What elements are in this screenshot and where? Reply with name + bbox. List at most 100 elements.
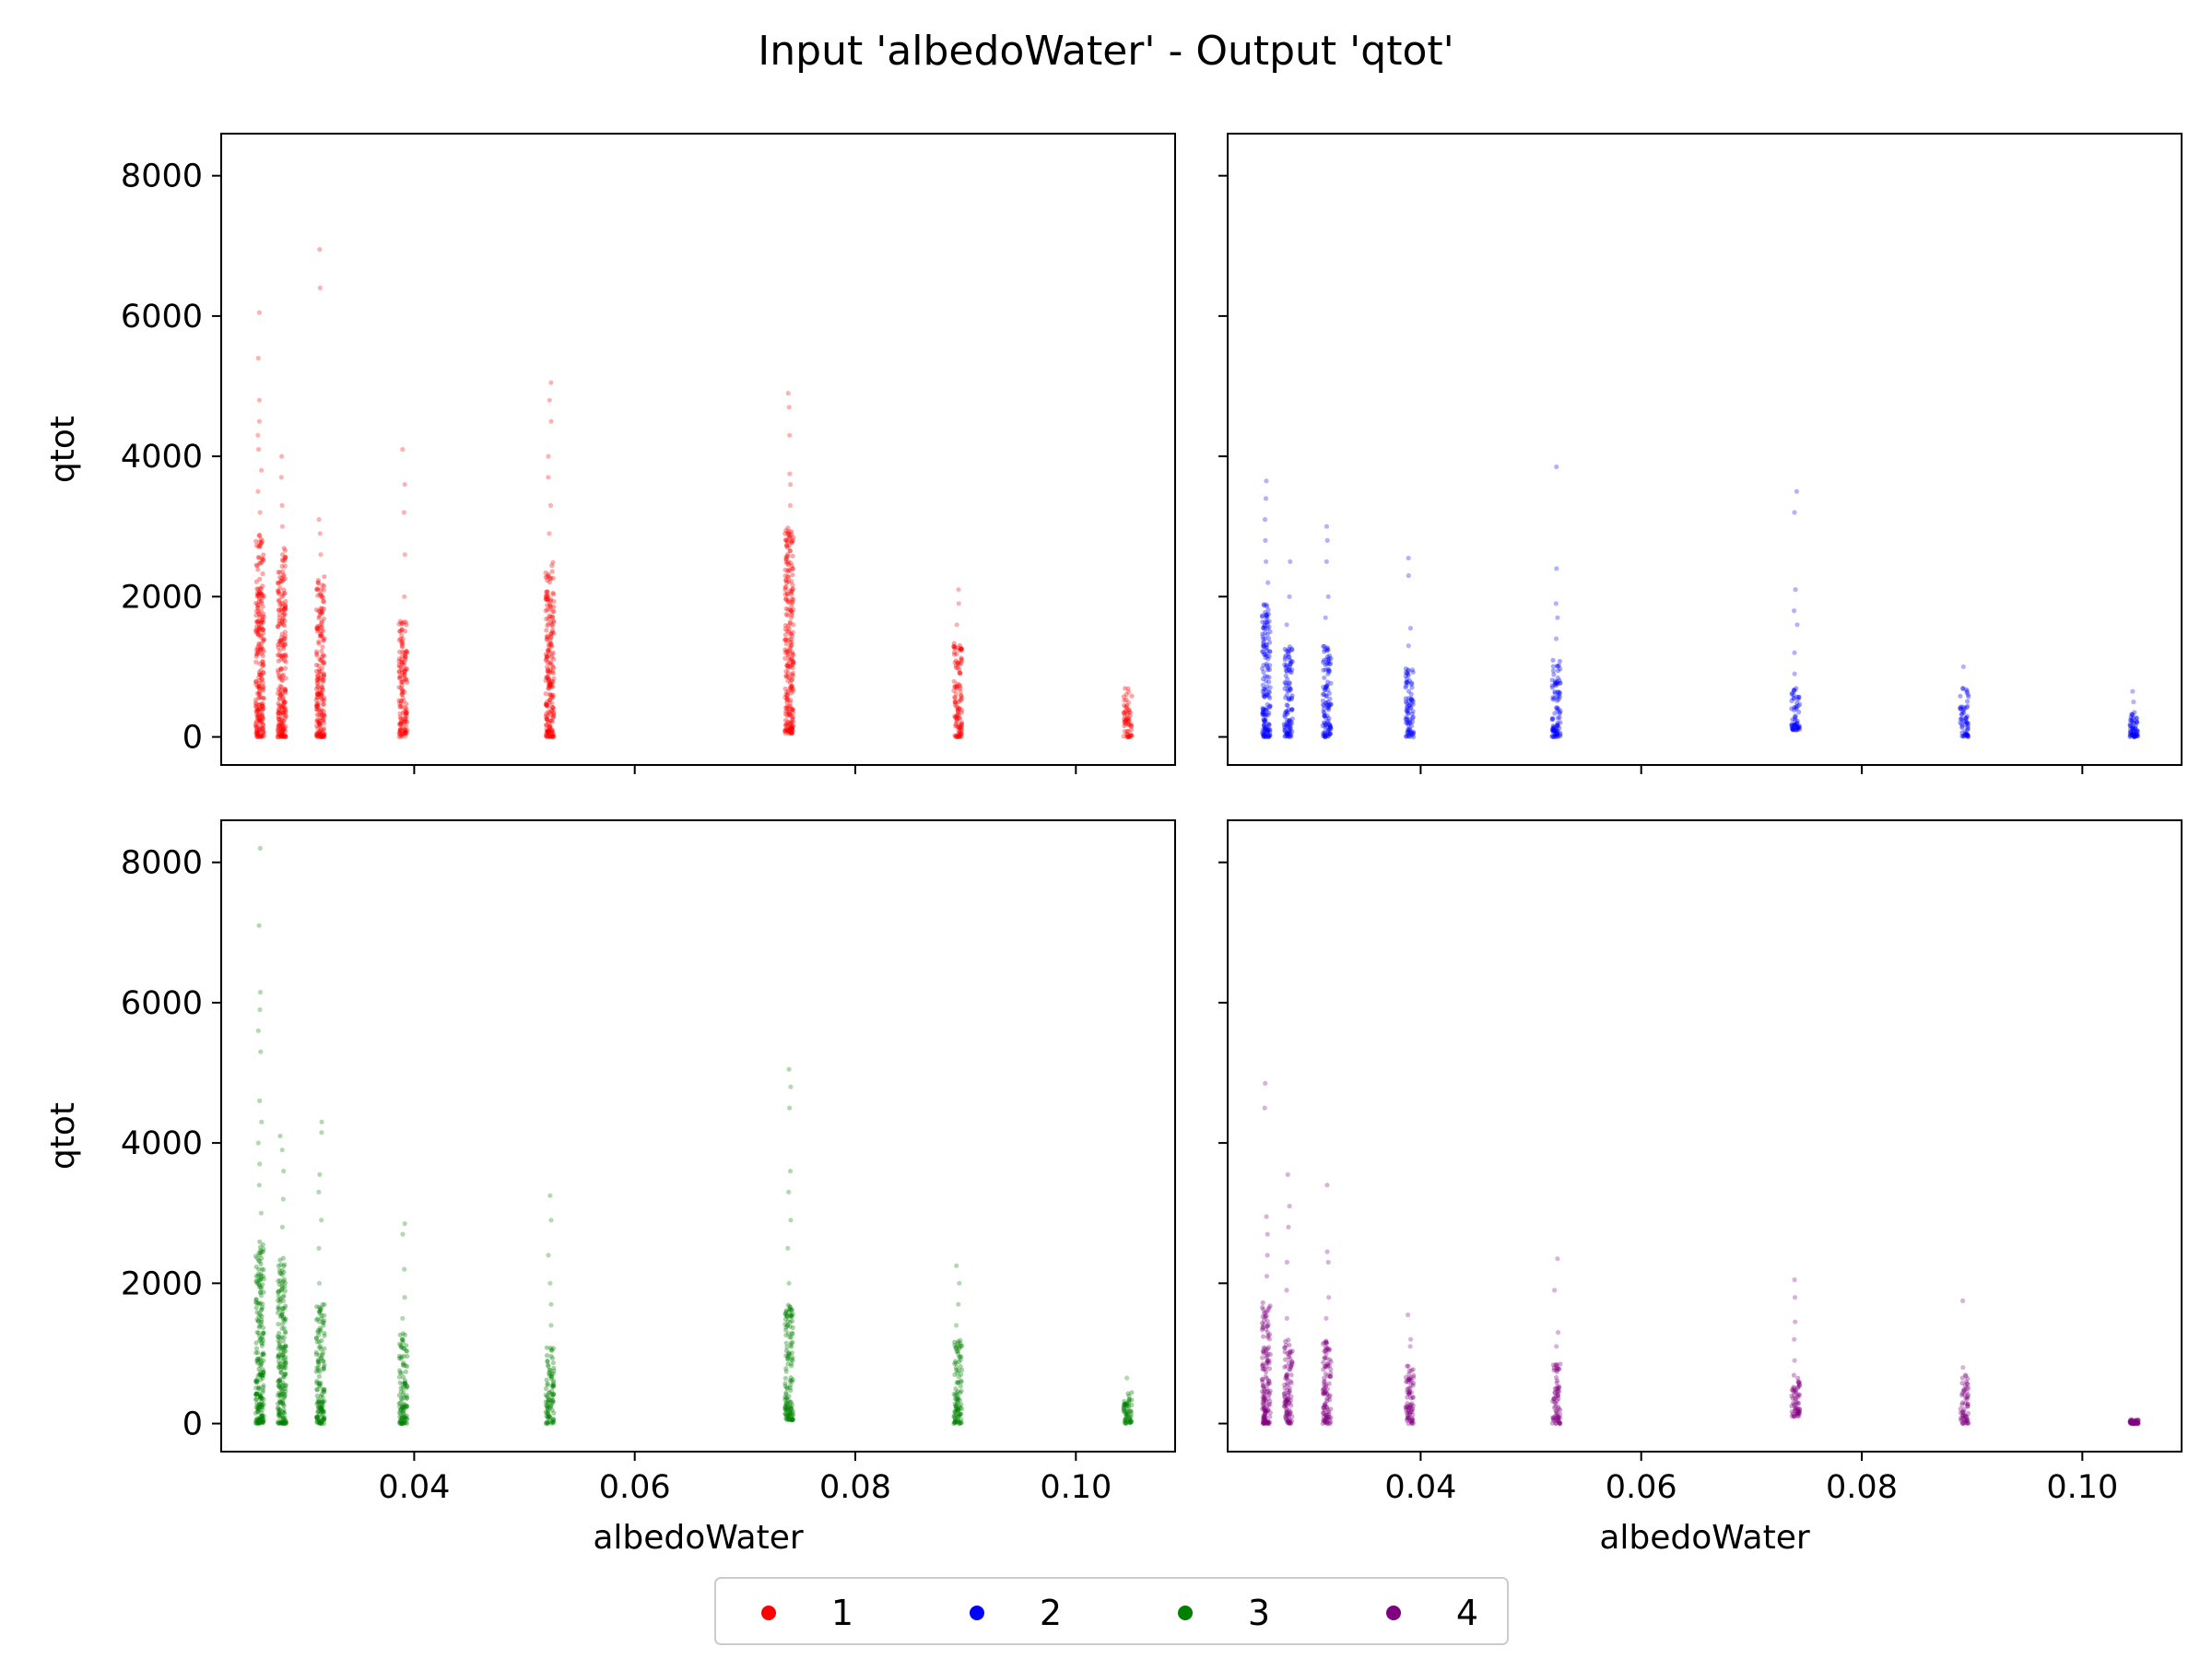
point-0-1-99 (282, 591, 288, 596)
point-0-2-129 (321, 653, 326, 658)
point-0-6-84 (959, 692, 964, 698)
point-0-5-91 (786, 653, 792, 659)
point-0-2-13 (313, 687, 319, 692)
point-2-2-112 (318, 1306, 324, 1312)
point-0-2-67 (317, 633, 323, 639)
point-0-5-236 (790, 582, 795, 588)
point-0-1-129 (276, 607, 282, 613)
point-2-0-207 (253, 1378, 258, 1383)
point-0-2-123 (321, 718, 326, 724)
point-0-0-239 (257, 544, 263, 549)
point-2-0-89 (256, 1284, 263, 1289)
point-0-5-72 (787, 663, 793, 668)
point-3-0-140 (1262, 1406, 1267, 1411)
point-1-6-12 (1965, 723, 1971, 728)
ytick-label-2-0: 0 (182, 1406, 203, 1443)
point-0-1-113 (279, 712, 285, 718)
point-0-2-41 (321, 673, 326, 678)
point-2-3-16 (401, 1374, 406, 1380)
point-0-2-2 (315, 580, 321, 585)
point-1-3-82 (1408, 697, 1414, 702)
outlier-3-3-2 (1406, 1312, 1411, 1318)
point-1-0-138 (1261, 643, 1266, 650)
point-1-0-133 (1265, 674, 1270, 679)
point-0-7-26 (1127, 713, 1133, 719)
point-0-1-120 (280, 724, 286, 729)
point-0-5-148 (783, 726, 789, 733)
point-0-0-158 (261, 729, 266, 735)
point-0-6-47 (956, 661, 961, 666)
point-2-2-107 (313, 1335, 319, 1341)
point-0-1-92 (281, 710, 287, 715)
point-0-5-75 (789, 540, 794, 546)
point-0-5-154 (785, 612, 791, 618)
point-0-1-216 (283, 654, 288, 660)
point-1-2-97 (1326, 704, 1332, 710)
point-1-6-23 (1959, 721, 1964, 727)
point-0-2-152 (319, 734, 324, 739)
point-2-4-42 (545, 1359, 550, 1364)
point-0-5-78 (782, 626, 788, 632)
point-2-2-38 (321, 1366, 327, 1371)
point-2-1-42 (281, 1293, 287, 1299)
point-1-0-132 (1260, 710, 1265, 715)
point-0-2-31 (318, 690, 324, 696)
point-2-0-112 (254, 1300, 260, 1306)
point-1-3-33 (1407, 721, 1413, 726)
point-0-1-130 (282, 629, 288, 635)
point-0-0-63 (258, 633, 265, 639)
point-0-1-43 (279, 594, 285, 600)
point-1-2-81 (1326, 653, 1333, 659)
point-0-4-176 (547, 643, 552, 649)
point-0-0-79 (256, 642, 262, 648)
point-0-0-204 (253, 704, 259, 710)
point-1-2-20 (1322, 702, 1327, 709)
point-0-0-23 (253, 619, 259, 625)
point-0-0-236 (253, 608, 259, 614)
point-0-5-143 (782, 531, 788, 536)
point-2-0-28 (259, 1306, 265, 1312)
point-2-4-15 (547, 1405, 553, 1410)
point-0-0-200 (254, 591, 260, 596)
point-0-5-217 (783, 673, 789, 678)
point-1-3-68 (1409, 730, 1415, 735)
point-0-3-120 (405, 720, 410, 725)
point-0-0-129 (260, 583, 265, 589)
point-0-6-110 (956, 700, 961, 705)
point-0-1-121 (279, 563, 285, 570)
point-0-1-190 (276, 728, 282, 734)
point-0-5-34 (788, 607, 794, 614)
point-0-4-103 (547, 661, 553, 666)
ytick-label-0-0: 0 (182, 720, 203, 757)
point-0-1-80 (277, 692, 284, 698)
point-2-1-98 (276, 1406, 281, 1412)
point-1-1-65 (1287, 680, 1292, 686)
point-1-0-29 (1265, 729, 1271, 735)
point-1-0-84 (1261, 717, 1266, 723)
point-0-1-32 (276, 707, 282, 712)
outlier-3-5-1 (1792, 1336, 1797, 1342)
point-2-0-73 (256, 1357, 262, 1362)
point-0-5-111 (783, 612, 789, 618)
point-1-3-46 (1406, 671, 1411, 677)
point-2-3-30 (404, 1403, 410, 1408)
point-1-3-47 (1408, 696, 1414, 701)
point-0-7-3 (1129, 693, 1135, 699)
point-1-0-99 (1261, 707, 1266, 712)
point-0-1-112 (279, 717, 285, 723)
point-0-5-67 (785, 606, 791, 613)
point-2-2-54 (317, 1412, 323, 1418)
point-1-3-14 (1405, 707, 1410, 712)
outlier-2-2-6 (319, 1119, 324, 1124)
point-0-0-14 (256, 684, 262, 689)
point-2-1-162 (277, 1420, 283, 1426)
point-0-4-158 (546, 621, 551, 627)
point-1-5-50 (1797, 701, 1803, 707)
point-2-2-31 (320, 1350, 325, 1356)
point-3-7-59 (2132, 1420, 2137, 1427)
point-1-7-55 (2135, 733, 2140, 738)
point-1-3-28 (1406, 673, 1411, 678)
point-0-5-126 (783, 596, 789, 602)
point-0-1-181 (280, 734, 286, 739)
point-2-0-118 (253, 1385, 259, 1391)
